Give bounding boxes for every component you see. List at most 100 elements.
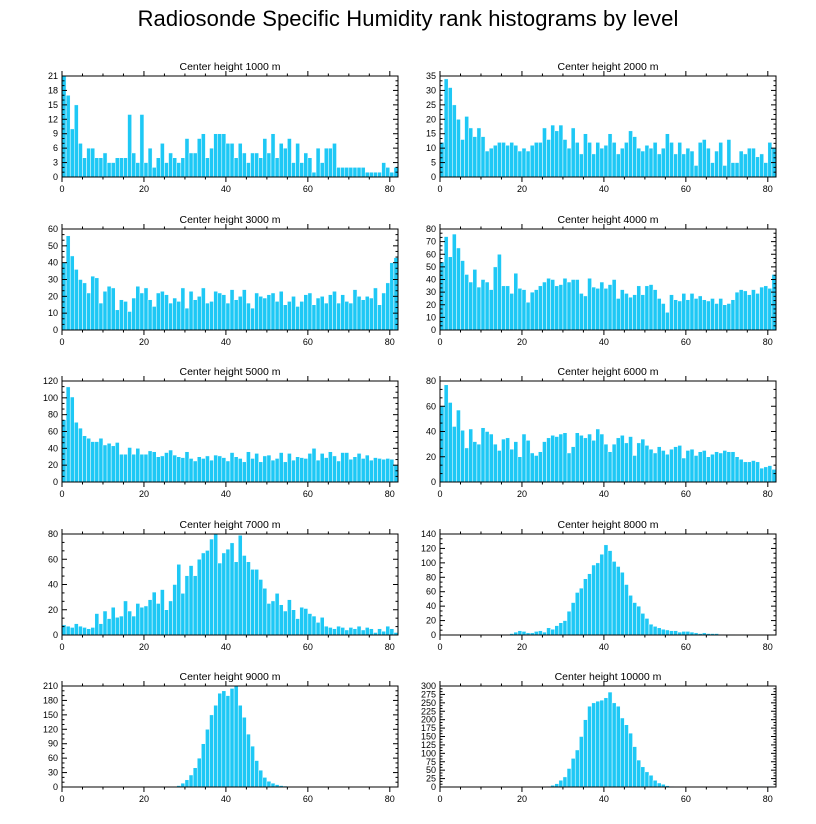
panel-10-ytick-label: 175 [421, 723, 436, 733]
panel-7-bar [164, 609, 169, 636]
panel-6-xtick-label: 60 [681, 489, 691, 499]
panel-3-bar [385, 282, 391, 331]
panel-7-ytick-label: 40 [48, 580, 58, 590]
panel-7-bar [381, 630, 386, 636]
panel-3-bar [78, 279, 83, 331]
panel-1-bar [127, 114, 132, 178]
panel-5-bar [356, 453, 362, 483]
panel-2-bar [447, 87, 453, 178]
panel-5-bar [147, 450, 153, 483]
panel-1-bar [287, 138, 292, 178]
panel-2-bar [607, 133, 613, 178]
panel-1-bar [78, 143, 83, 178]
panel-6-bar [468, 428, 474, 483]
panel-6-bar [771, 469, 777, 483]
panel-9-ytick-label: 60 [48, 753, 58, 763]
panel-2-xtick-label: 60 [681, 184, 691, 194]
panel-2-bar [632, 136, 637, 178]
panel-6-bar [706, 456, 711, 483]
panel-3-bar [147, 299, 153, 331]
panel-1-bar [303, 152, 309, 178]
panel-7-bar [123, 600, 128, 636]
panel-2-bar [529, 145, 535, 178]
panel-8-ytick-label: 80 [426, 572, 436, 582]
panel-8-bar [517, 630, 523, 636]
panel-6-bar [574, 432, 580, 483]
panel-2-bar [714, 150, 719, 178]
panel-4-bar [755, 293, 760, 331]
panel-4-bar [447, 256, 453, 331]
panel-3-ytick-label: 10 [48, 308, 58, 318]
panel-2-bar [538, 142, 543, 178]
panel-10-title: Center height 10000 m [555, 671, 662, 683]
panel-2-ytick-label: 30 [426, 85, 436, 95]
panel-4-bar [640, 294, 646, 331]
panel-4-bar [644, 285, 650, 331]
panel-9-xtick-label: 40 [221, 794, 231, 804]
panel-1-ytick-label: 18 [48, 85, 58, 95]
panel-7-bar [274, 593, 280, 636]
panel-6-xtick-label: 80 [763, 489, 773, 499]
panel-3-bar [172, 297, 177, 331]
panel-7-xtick-label: 60 [303, 642, 313, 652]
panel-1-ytick-label: 21 [48, 71, 58, 81]
panel-5-xtick-label: 20 [139, 489, 149, 499]
panel-2-bar [685, 147, 691, 178]
panel-1-bar [356, 167, 362, 178]
panel-2-bar [574, 142, 580, 178]
panel-8-bar [554, 625, 560, 636]
panel-7-bar [258, 579, 264, 636]
panel-6-bar [636, 442, 642, 483]
panel-3-bar [135, 285, 141, 331]
panel-7-bar [229, 542, 235, 636]
panel-1-bar [221, 133, 227, 178]
panel-8-bar [533, 631, 539, 636]
panel-2-bar [751, 147, 756, 178]
panel-5-bar [225, 460, 231, 483]
panel-6-bar [484, 431, 490, 483]
panel-5-bar [69, 396, 75, 483]
panel-3-bar [299, 301, 305, 331]
panel-3-bar [348, 302, 354, 331]
panel-2-bar [681, 153, 687, 178]
panel-3-bar [115, 309, 120, 331]
panel-4-bar [685, 299, 691, 331]
panel-5-bar [123, 453, 128, 483]
panel-7-bar [110, 606, 116, 636]
panel-7-bar [299, 606, 305, 636]
panel-7-bar [209, 538, 214, 636]
panel-5-bar [164, 452, 169, 483]
panel-8-bar [652, 626, 658, 636]
panel-5-xtick-label: 0 [59, 489, 64, 499]
panel-1-xtick-label: 0 [59, 184, 64, 194]
panel-9-frame [61, 685, 399, 788]
panel-6-bar [763, 466, 769, 483]
panel-2-bar [722, 165, 728, 178]
panel-6-bar [538, 451, 543, 483]
panel-4-title: Center height 4000 m [558, 214, 659, 226]
panel-3-bar [291, 296, 296, 331]
panel-3-bar [119, 299, 124, 331]
panel-10-bar [570, 758, 576, 788]
panel-7-bar [168, 600, 173, 636]
panel-3-bar [262, 297, 268, 331]
panel-7-bar [82, 627, 87, 636]
panel-9-ytick-label: 210 [43, 681, 58, 691]
panel-1-bar [131, 152, 137, 178]
panel-2-xtick-label: 20 [517, 184, 527, 194]
panel-3-xtick-label: 80 [385, 337, 395, 347]
panel-10-ytick-label: 25 [426, 774, 436, 784]
panel-10-bar [595, 700, 601, 788]
panel-7-bar [266, 603, 272, 636]
panel-7-xtick-label: 0 [59, 642, 64, 652]
panel-2-bar [542, 127, 547, 178]
panel-6-bar [542, 441, 547, 483]
panel-2-bar [706, 147, 711, 178]
panel-7-bar [332, 628, 337, 636]
panel-2-bar [693, 165, 699, 178]
panel-4-bar [509, 293, 515, 331]
panel-1-bar [180, 157, 186, 178]
panel-5-ytick-label: 60 [48, 427, 58, 437]
panel-4-bar [579, 293, 584, 331]
panel-6-bar [640, 438, 646, 483]
